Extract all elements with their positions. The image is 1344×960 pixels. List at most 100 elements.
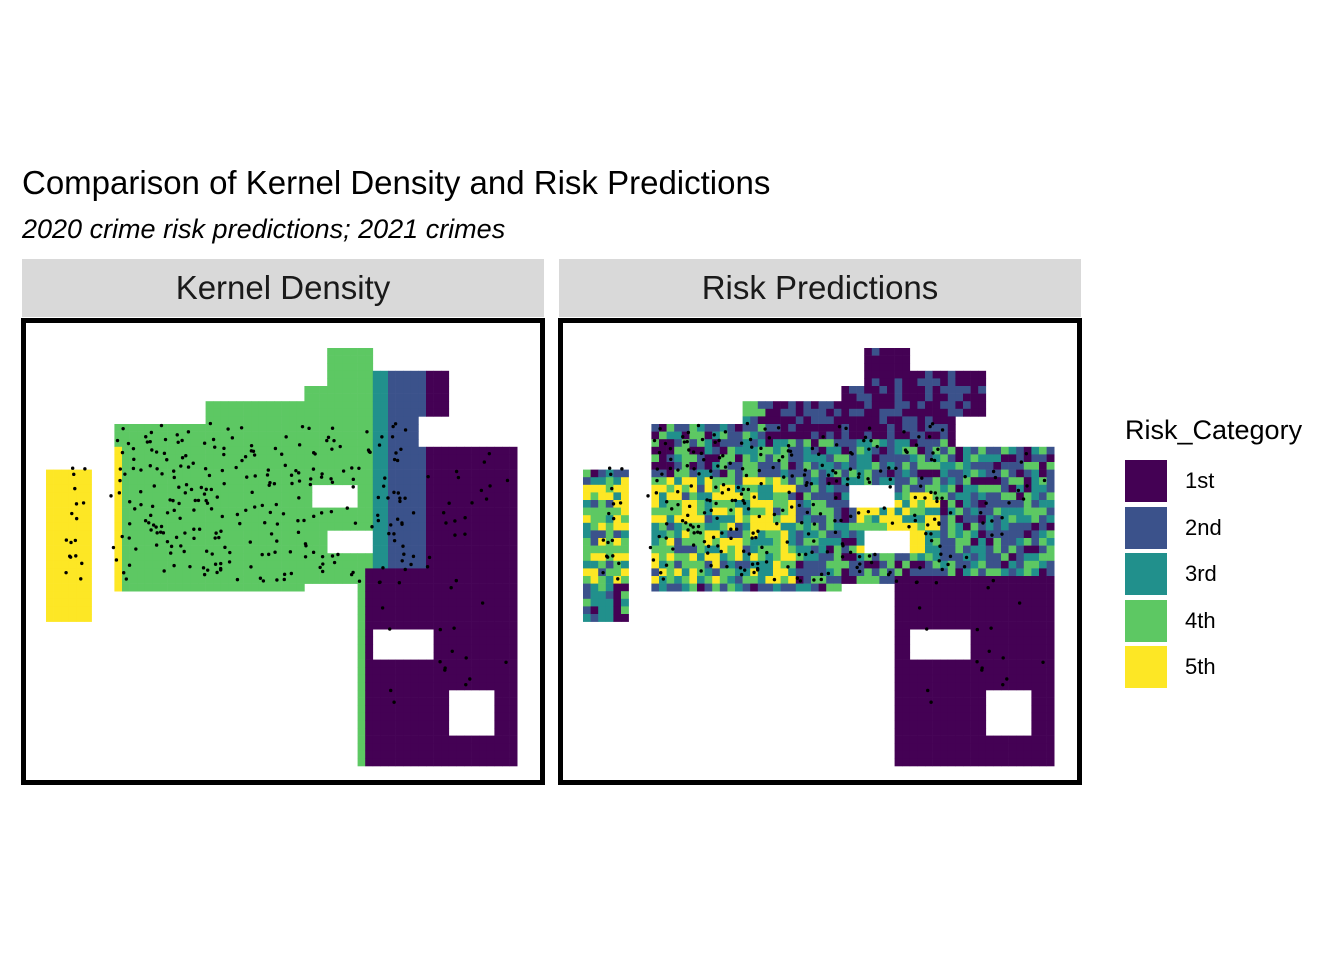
risk-predictions-cell: [955, 758, 964, 767]
kernel-density-crime-point: [376, 518, 381, 523]
risk-predictions-cell: [833, 431, 842, 440]
risk-predictions-cell: [621, 583, 629, 592]
kernel-density-cell: [365, 469, 374, 478]
kernel-density-cell: [152, 560, 161, 569]
risk-predictions-crime-point: [993, 475, 998, 480]
risk-predictions-cell: [590, 553, 599, 562]
kernel-density-cell: [84, 576, 92, 584]
risk-predictions-cell: [909, 515, 918, 524]
kernel-density-cell: [114, 477, 123, 486]
risk-predictions-cell: [978, 393, 987, 402]
risk-predictions-cell: [1023, 652, 1032, 660]
risk-predictions-cell: [795, 538, 804, 546]
kernel-density-cell: [167, 439, 176, 448]
risk-predictions-crime-point: [660, 472, 664, 476]
risk-predictions-cell: [978, 621, 987, 630]
kernel-density-cell: [418, 705, 427, 714]
kernel-density-cell: [388, 477, 396, 486]
kernel-density-cell: [502, 674, 510, 683]
risk-predictions-crime-point: [746, 487, 751, 492]
kernel-density-cell: [46, 576, 54, 584]
kernel-density-cell: [448, 507, 457, 516]
kernel-density-crime-point: [123, 472, 127, 476]
kernel-density-cell: [243, 439, 252, 448]
kernel-density-cell: [502, 560, 510, 569]
risk-predictions-cell: [795, 431, 804, 440]
risk-predictions-crime-point: [702, 511, 707, 515]
risk-predictions-cell: [742, 424, 751, 432]
risk-predictions-cell: [963, 674, 971, 683]
risk-predictions-cell: [1001, 652, 1009, 660]
kernel-density-crime-point: [269, 532, 274, 536]
kernel-density-cell: [365, 674, 374, 683]
kernel-density-cell: [380, 735, 389, 744]
kernel-density-cell: [281, 408, 290, 417]
kernel-density-cell: [441, 515, 450, 524]
kernel-density-crime-point: [392, 700, 396, 704]
kernel-density-cell: [167, 530, 176, 539]
kernel-density-cell: [418, 538, 427, 546]
risk-predictions-cell: [666, 462, 675, 470]
kernel-density-cell: [84, 598, 92, 607]
risk-predictions-cell: [719, 500, 728, 508]
kernel-density-map: [46, 348, 518, 767]
risk-predictions-cell: [697, 522, 705, 531]
kernel-density-cell: [342, 454, 351, 463]
risk-predictions-cell: [917, 560, 926, 569]
kernel-density-cell: [471, 750, 480, 759]
kernel-density-cell: [448, 674, 457, 683]
risk-predictions-cell: [902, 477, 911, 486]
risk-predictions-cell: [1008, 636, 1017, 645]
kernel-density-cell: [46, 583, 54, 592]
kernel-density-cell: [372, 462, 381, 470]
risk-predictions-cell: [833, 583, 842, 592]
risk-predictions-cell: [902, 606, 911, 615]
risk-predictions-cell: [780, 583, 789, 592]
kernel-density-cell: [471, 576, 480, 584]
risk-predictions-cell: [879, 477, 888, 486]
risk-predictions-cell: [955, 568, 964, 577]
risk-predictions-cell: [940, 522, 949, 531]
kernel-density-cell: [46, 598, 54, 607]
risk-predictions-cell: [909, 492, 918, 501]
risk-predictions-cell: [902, 408, 911, 417]
kernel-density-cell: [342, 363, 351, 372]
risk-predictions-cell: [1023, 629, 1032, 638]
kernel-density-cell: [365, 705, 374, 714]
risk-predictions-cell: [1031, 659, 1040, 668]
risk-predictions-cell: [818, 553, 827, 562]
risk-predictions-cell: [590, 568, 599, 577]
risk-predictions-cell: [605, 538, 614, 546]
risk-predictions-crime-point: [913, 518, 918, 523]
risk-predictions-cell: [757, 462, 766, 470]
kernel-density-crime-point: [330, 426, 335, 430]
risk-predictions-cell: [955, 682, 964, 691]
risk-predictions-cell: [856, 416, 865, 425]
kernel-density-cell: [144, 446, 153, 455]
kernel-density-cell: [167, 477, 176, 486]
risk-predictions-cell: [1008, 758, 1017, 767]
risk-predictions-crime-point: [742, 501, 747, 505]
kernel-density-cell: [205, 462, 214, 470]
risk-predictions-cell: [894, 568, 903, 577]
risk-predictions-cell: [902, 507, 911, 516]
risk-predictions-crime-point: [651, 558, 656, 562]
kernel-density-cell: [380, 614, 389, 622]
risk-predictions-cell: [871, 446, 880, 455]
kernel-density-cell: [144, 522, 153, 531]
kernel-density-cell: [418, 477, 427, 486]
risk-predictions-cell: [902, 598, 911, 607]
kernel-density-cell: [380, 431, 389, 440]
kernel-density-cell: [61, 576, 70, 584]
kernel-density-cell: [372, 743, 381, 752]
risk-predictions-cell: [932, 500, 941, 508]
risk-predictions-cell: [674, 507, 683, 516]
kernel-density-cell: [144, 469, 153, 478]
kernel-density-cell: [403, 424, 412, 432]
kernel-density-cell: [258, 583, 267, 592]
kernel-density-crime-point: [230, 436, 235, 440]
risk-predictions-cell: [788, 553, 797, 562]
risk-predictions-cell: [605, 614, 614, 622]
kernel-density-crime-point: [345, 506, 349, 510]
kernel-density-cell: [372, 469, 381, 478]
